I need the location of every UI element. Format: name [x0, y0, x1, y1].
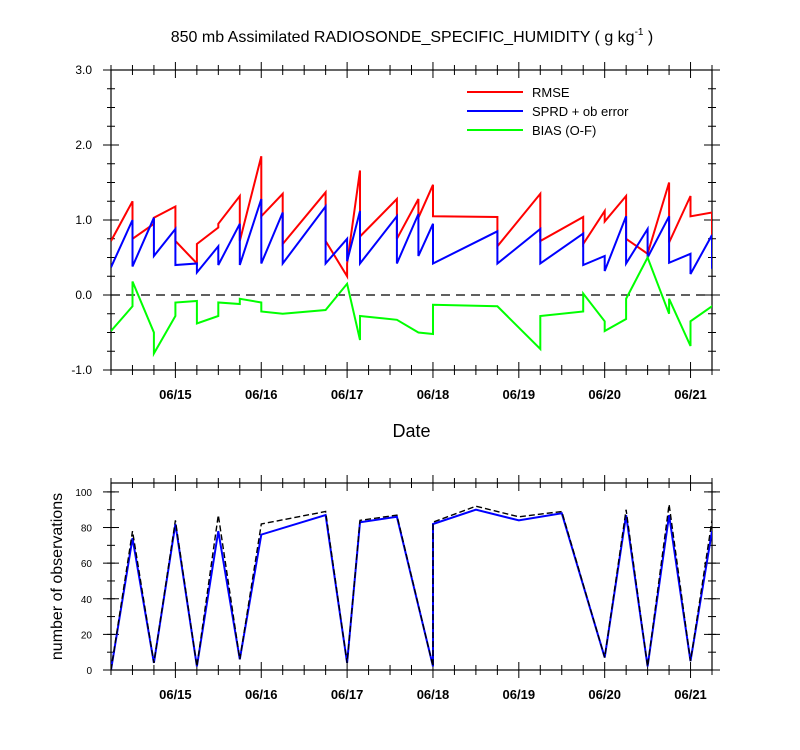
bottom-x-tick-label: 06/16: [245, 687, 278, 702]
top-x-tick-label: 06/20: [588, 387, 621, 402]
top-y-tick-label: 3.0: [75, 63, 92, 77]
top-series-sprd-ob-error: [111, 198, 712, 276]
bottom-y-tick-label: 40: [81, 595, 93, 606]
bottom-y-tick-label: 80: [81, 524, 93, 535]
x-axis-title: Date: [392, 421, 430, 441]
legend-label-bias-o-f: BIAS (O-F): [532, 123, 596, 138]
observation-count-panel: 0 20 40 60 80 100 06/15 06/16 06/17 06/18 06/19 06/…: [49, 475, 720, 702]
bottom-y-tick-label: 100: [75, 488, 92, 499]
bottom-x-tick-label: 06/18: [417, 687, 450, 702]
top-x-tick-label: 06/15: [159, 387, 192, 402]
bottom-y-tick-label: 60: [81, 559, 93, 570]
chart-title: 850 mb Assimilated RADIOSONDE_SPECIFIC_H…: [171, 27, 654, 46]
error-stats-panel: -1.0 0.0 1.0 2.0 3.0 06/15 06/16 06/17 06/18 06/1…: [71, 62, 720, 441]
chart-title-close: ): [643, 29, 653, 46]
bottom-x-tick-label: 06/20: [588, 687, 621, 702]
legend-label-rmse: RMSE: [532, 85, 570, 100]
bottom-series-used: [111, 508, 712, 670]
top-x-tick-label: 06/16: [245, 387, 278, 402]
bottom-x-tick-label: 06/17: [331, 687, 364, 702]
bottom-y-tick-label: 20: [81, 630, 93, 641]
bottom-y-tick-label: 0: [86, 666, 92, 677]
top-series-rmse: [111, 156, 712, 280]
chart-title-text: 850 mb Assimilated RADIOSONDE_SPECIFIC_H…: [171, 29, 635, 46]
top-x-tick-label: 06/19: [503, 387, 536, 402]
top-y-tick-label: -1.0: [71, 363, 92, 377]
chart-title-units-exponent: -1: [635, 27, 644, 38]
bottom-x-tick-label: 06/15: [159, 687, 192, 702]
bottom-x-tick-label: 06/19: [503, 687, 536, 702]
top-y-tick-label: 0.0: [75, 288, 92, 302]
top-y-tick-label: 1.0: [75, 213, 92, 227]
legend: RMSE SPRD + ob error BIAS (O-F): [467, 85, 629, 138]
top-y-tick-label: 2.0: [75, 138, 92, 152]
top-x-tick-label: 06/17: [331, 387, 364, 402]
top-x-tick-label: 06/18: [417, 387, 450, 402]
bottom-series-possible: [111, 504, 712, 670]
top-x-tick-label: 06/21: [674, 387, 707, 402]
legend-label-sprd-ob-error: SPRD + ob error: [532, 104, 629, 119]
y-axis-title-observations: number of observations: [49, 493, 66, 660]
top-series-bias-o-f: [111, 255, 712, 358]
bottom-x-tick-label: 06/21: [674, 687, 707, 702]
